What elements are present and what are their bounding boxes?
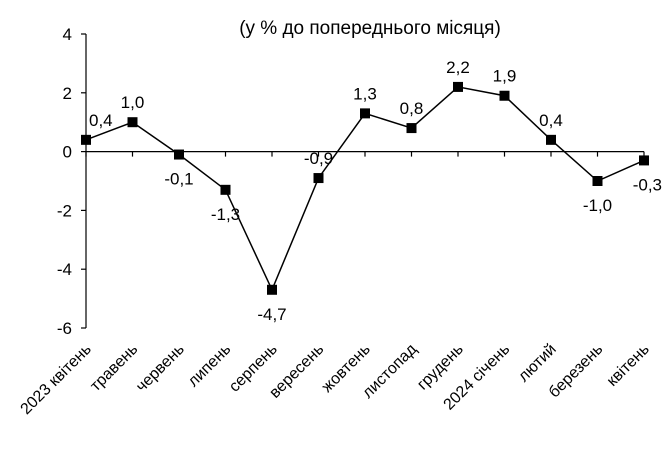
data-point [499,90,510,101]
data-point [220,184,231,195]
data-label: 0,8 [400,99,424,118]
data-label: 2,2 [446,58,470,77]
series [81,81,649,295]
y-tick-label: 0 [63,143,72,162]
data-labels: 0,4 1,0 -0,1 -1,3 -4,7 -0,9 1,3 0,8 2,2 1,9 0,4 -1,… [89,58,662,324]
data-label: 0,4 [539,111,563,130]
data-point [127,117,138,128]
data-label: -0,1 [164,170,193,189]
y-tick-label: -6 [57,319,72,338]
data-label: -1,3 [211,205,240,224]
data-point [81,134,91,145]
data-point [639,155,649,166]
data-label: -0,9 [304,149,333,168]
y-tick-label: -2 [57,201,72,220]
y-tick-label: 4 [63,25,72,44]
data-label: -0,3 [633,175,662,194]
data-point [174,149,184,160]
data-label: 1,3 [353,84,377,103]
x-axis-ticks: 2023 квітеньтравеньчервеньлипеньсерпеньв… [18,151,653,418]
y-axis-ticks: -6 -4 -2 0 2 4 [57,25,86,338]
x-tick-label: лютий [515,341,560,386]
chart-title: (у % до попереднього місяця) [239,18,501,39]
x-tick-label: травень [87,341,141,395]
data-label: 1,0 [121,93,145,112]
data-point [546,134,556,145]
data-point [267,284,277,295]
data-point [592,176,603,186]
data-point [360,108,370,119]
y-tick-label: 2 [63,84,72,103]
x-tick-label: червень [133,341,188,396]
data-point [453,81,463,92]
data-label: -1,0 [583,196,612,215]
data-label: 1,9 [493,67,517,86]
x-tick-label: 2023 квітень [18,341,95,418]
data-label: -4,7 [257,305,286,324]
data-label: 0,4 [89,111,113,130]
data-point [313,173,324,184]
data-point [406,123,417,134]
x-tick-label: квітень [604,341,653,390]
y-tick-label: -4 [57,260,72,279]
